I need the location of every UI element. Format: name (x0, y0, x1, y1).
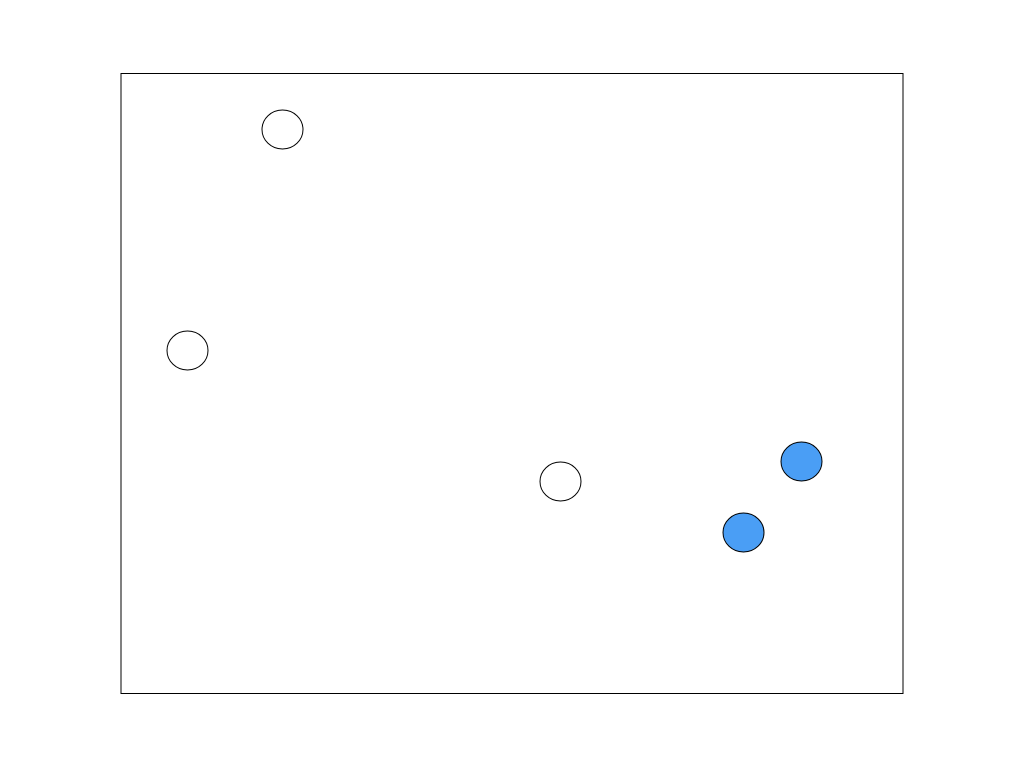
filled-circle-2[interactable] (722, 512, 765, 553)
hollow-circle-2[interactable] (166, 330, 209, 371)
hollow-circle-1[interactable] (261, 109, 304, 150)
canvas-frame (120, 73, 904, 694)
circles-layer (166, 109, 823, 553)
filled-circle-1[interactable] (780, 441, 823, 482)
hollow-circle-3[interactable] (539, 461, 582, 502)
